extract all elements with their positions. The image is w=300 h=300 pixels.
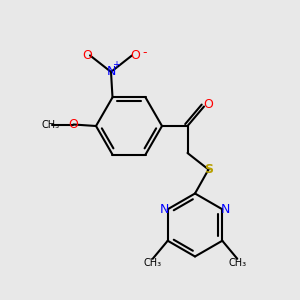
Text: O: O	[83, 49, 92, 62]
Text: CH₃: CH₃	[42, 119, 60, 130]
Text: N: N	[220, 203, 230, 216]
Text: CH₃: CH₃	[228, 258, 246, 268]
Text: +: +	[112, 60, 120, 70]
Text: -: -	[142, 46, 147, 59]
Text: O: O	[204, 98, 213, 112]
Text: S: S	[204, 163, 213, 176]
Text: O: O	[69, 118, 78, 131]
Text: O: O	[131, 49, 140, 62]
Text: N: N	[160, 203, 169, 216]
Text: CH₃: CH₃	[144, 258, 162, 268]
Text: N: N	[106, 65, 116, 78]
